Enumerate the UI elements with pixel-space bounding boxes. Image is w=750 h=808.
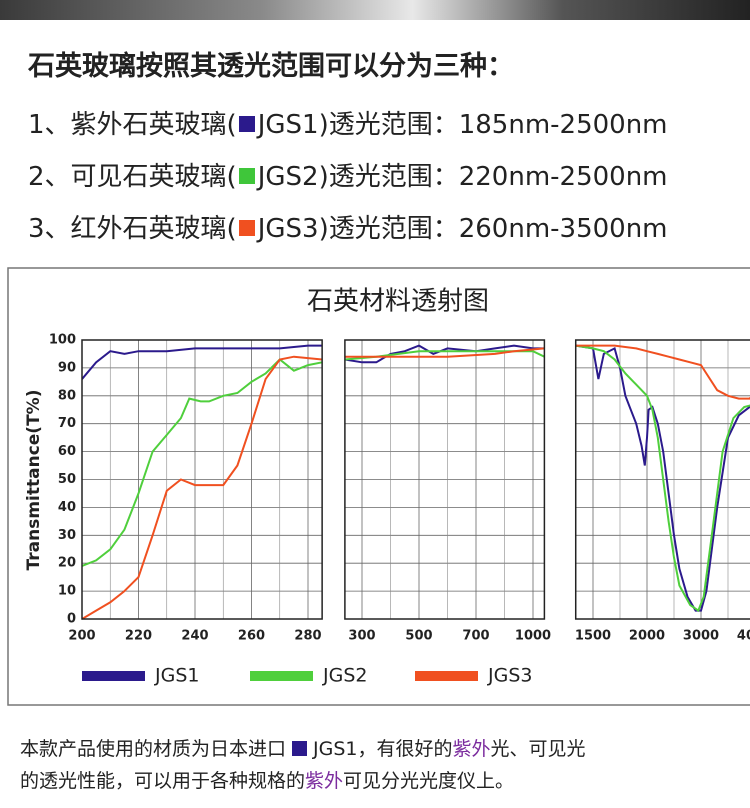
x-tick-label: 280 [294, 629, 321, 644]
y-tick-label: 90 [58, 360, 76, 375]
y-tick-label: 10 [58, 584, 76, 599]
series-line [82, 355, 323, 620]
type-suffix: )透光范围： [318, 162, 459, 192]
x-tick-label: 220 [125, 629, 152, 644]
type-grade: JGS3 [257, 214, 319, 244]
y-tick-label: 80 [58, 388, 76, 403]
x-tick-label: 2000 [629, 629, 665, 644]
y-tick-label: 50 [58, 472, 76, 487]
footer-text: 本款产品使用的材质为日本进口 [20, 738, 287, 760]
x-tick-label: 3000 [683, 629, 719, 644]
product-photo [0, 0, 750, 20]
y-tick-label: 30 [58, 528, 76, 543]
legend-swatch [250, 671, 313, 681]
type-prefix: 3、红外石英玻璃( [28, 214, 237, 244]
panel-border [574, 339, 750, 620]
y-tick-label: 100 [49, 333, 76, 348]
x-tick-label: 4000 [737, 629, 750, 644]
x-tick-label: 500 [405, 629, 432, 644]
type-grade: JGS2 [257, 162, 319, 192]
type-range: 260nm-3500nm [458, 214, 668, 244]
series-line [344, 347, 545, 358]
footer-text: 光、可见光 [490, 738, 586, 760]
y-tick-label: 60 [58, 444, 76, 459]
legend-swatch [82, 671, 145, 681]
type-suffix: )透光范围： [318, 110, 459, 140]
type-grade: JGS1 [257, 110, 319, 140]
type-prefix: 1、紫外石英玻璃( [28, 110, 237, 140]
x-tick-label: 1500 [575, 629, 611, 644]
x-tick-label: 1000 [515, 629, 551, 644]
x-tick-label: 240 [181, 629, 208, 644]
y-tick-label: 20 [58, 556, 76, 571]
series-line [575, 344, 750, 612]
color-swatch [238, 168, 255, 184]
chart-frame [7, 267, 750, 706]
chart-title: 石英材料透射图 [307, 287, 489, 317]
type-row: 1、紫外石英玻璃( JGS1)透光范围：185nm-2500nm [28, 104, 668, 141]
y-tick-label: 70 [58, 416, 76, 431]
footer-text: 的透光性能，可以用于各种规格的 [20, 770, 306, 792]
type-range: 185nm-2500nm [458, 110, 668, 140]
y-tick-label: 0 [67, 612, 76, 627]
legend-label: JGS2 [322, 665, 367, 687]
color-swatch [238, 116, 255, 132]
type-range: 220nm-2500nm [458, 162, 668, 192]
series-line [344, 344, 545, 364]
footer-line: 本款产品使用的材质为日本进口 JGS1，有很好的紫外光、可见光 [20, 734, 586, 761]
panel-border [344, 339, 546, 620]
color-swatch [292, 741, 308, 756]
x-tick-label: 300 [348, 629, 375, 644]
x-tick-label: 200 [68, 629, 95, 644]
footer-text: 可见分光光度仪上。 [343, 770, 515, 792]
series-line [575, 344, 750, 613]
panel-border [81, 339, 323, 620]
type-suffix: )透光范围： [318, 214, 459, 244]
footer-text: 紫外 [305, 770, 344, 792]
type-row: 3、红外石英玻璃( JGS3)透光范围：260nm-3500nm [28, 208, 668, 245]
type-prefix: 2、可见石英玻璃( [28, 162, 237, 192]
type-row: 2、可见石英玻璃( JGS2)透光范围：220nm-2500nm [28, 156, 668, 193]
series-line [575, 344, 750, 400]
x-tick-label: 700 [462, 629, 489, 644]
legend-swatch [415, 671, 478, 681]
legend-label: JGS1 [154, 665, 199, 687]
footer-text: 紫外 [452, 738, 491, 760]
footer-line: 的透光性能，可以用于各种规格的紫外可见分光光度仪上。 [20, 766, 514, 793]
heading: 石英玻璃按照其透光范围可以分为三种： [28, 51, 514, 82]
y-axis-label: Transmittance(T%) [24, 390, 44, 571]
chart: 石英材料透射图 Transmittance(T%) 200 220 240 260 28… [7, 267, 750, 706]
legend-label: JGS3 [487, 665, 532, 687]
footer-text: JGS1，有很好的 [313, 738, 453, 760]
series-line [82, 344, 323, 380]
color-swatch [238, 220, 255, 236]
x-tick-label: 260 [238, 629, 265, 644]
y-tick-label: 40 [58, 500, 76, 515]
